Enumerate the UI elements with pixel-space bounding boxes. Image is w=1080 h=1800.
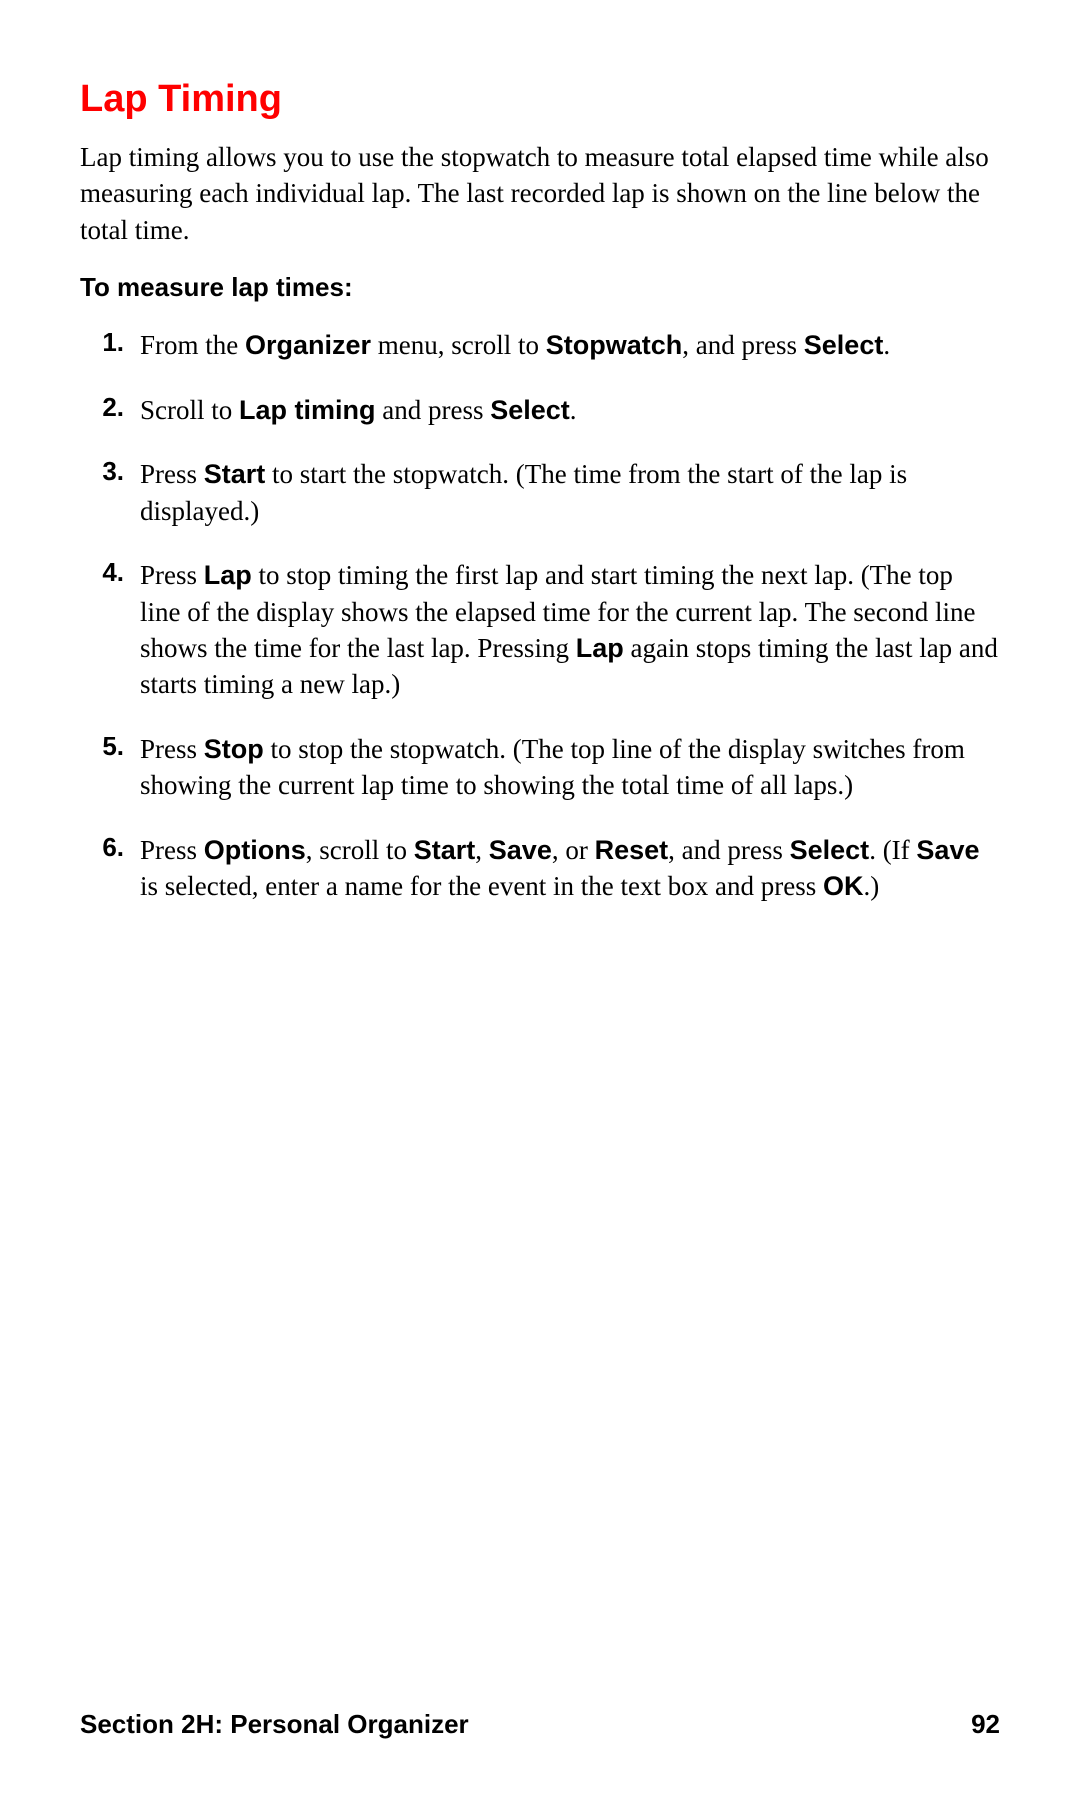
text-run: Press — [140, 560, 204, 590]
step-number: 3. — [80, 456, 140, 487]
section-heading: Lap Timing — [80, 78, 1000, 121]
step-number: 5. — [80, 731, 140, 762]
step-body: Press Stop to stop the stopwatch. (The t… — [140, 731, 1000, 804]
text-run: , — [475, 835, 489, 865]
ui-term: Start — [204, 459, 266, 489]
text-run: , and press — [682, 330, 803, 360]
ui-term: Lap timing — [239, 395, 376, 425]
text-run: to stop the stopwatch. (The top line of … — [140, 734, 965, 800]
step-number: 4. — [80, 557, 140, 588]
text-run: Press — [140, 459, 204, 489]
ui-term: Save — [916, 835, 979, 865]
ui-term: Organizer — [245, 330, 371, 360]
ui-term: Select — [490, 395, 570, 425]
text-run: Press — [140, 835, 204, 865]
text-run: Scroll to — [140, 395, 239, 425]
step-number: 1. — [80, 327, 140, 358]
step-item: 1.From the Organizer menu, scroll to Sto… — [80, 327, 1000, 363]
ui-term: Stopwatch — [546, 330, 683, 360]
step-item: 6.Press Options, scroll to Start, Save, … — [80, 832, 1000, 905]
ui-term: Stop — [204, 734, 264, 764]
ui-term: Select — [790, 835, 870, 865]
text-run: , and press — [668, 835, 789, 865]
page-footer: Section 2H: Personal Organizer 92 — [80, 1709, 1000, 1740]
instruction-subhead: To measure lap times: — [80, 272, 1000, 303]
step-body: Scroll to Lap timing and press Select. — [140, 392, 1000, 428]
text-run: , scroll to — [306, 835, 414, 865]
ui-term: Options — [204, 835, 306, 865]
step-item: 3.Press Start to start the stopwatch. (T… — [80, 456, 1000, 529]
footer-page-number: 92 — [971, 1709, 1000, 1740]
text-run: menu, scroll to — [371, 330, 546, 360]
step-list: 1.From the Organizer menu, scroll to Sto… — [80, 327, 1000, 904]
step-body: From the Organizer menu, scroll to Stopw… — [140, 327, 1000, 363]
ui-term: Lap — [576, 633, 624, 663]
text-run: .) — [864, 871, 880, 901]
step-body: Press Start to start the stopwatch. (The… — [140, 456, 1000, 529]
text-run: is selected, enter a name for the event … — [140, 871, 823, 901]
footer-section-label: Section 2H: Personal Organizer — [80, 1709, 469, 1740]
ui-term: Reset — [595, 835, 669, 865]
text-run: , or — [552, 835, 595, 865]
step-body: Press Lap to stop timing the first lap a… — [140, 557, 1000, 703]
text-run: and press — [376, 395, 491, 425]
step-body: Press Options, scroll to Start, Save, or… — [140, 832, 1000, 905]
step-item: 5.Press Stop to stop the stopwatch. (The… — [80, 731, 1000, 804]
text-run: . — [570, 395, 577, 425]
step-item: 4.Press Lap to stop timing the first lap… — [80, 557, 1000, 703]
ui-term: Start — [414, 835, 476, 865]
text-run: Press — [140, 734, 204, 764]
ui-term: Lap — [204, 560, 252, 590]
text-run: From the — [140, 330, 245, 360]
ui-term: OK — [823, 871, 864, 901]
ui-term: Select — [804, 330, 884, 360]
manual-page: Lap Timing Lap timing allows you to use … — [0, 0, 1080, 1800]
step-item: 2.Scroll to Lap timing and press Select. — [80, 392, 1000, 428]
ui-term: Save — [489, 835, 552, 865]
text-run: . — [883, 330, 890, 360]
step-number: 6. — [80, 832, 140, 863]
intro-paragraph: Lap timing allows you to use the stopwat… — [80, 139, 1000, 248]
text-run: . (If — [869, 835, 916, 865]
step-number: 2. — [80, 392, 140, 423]
